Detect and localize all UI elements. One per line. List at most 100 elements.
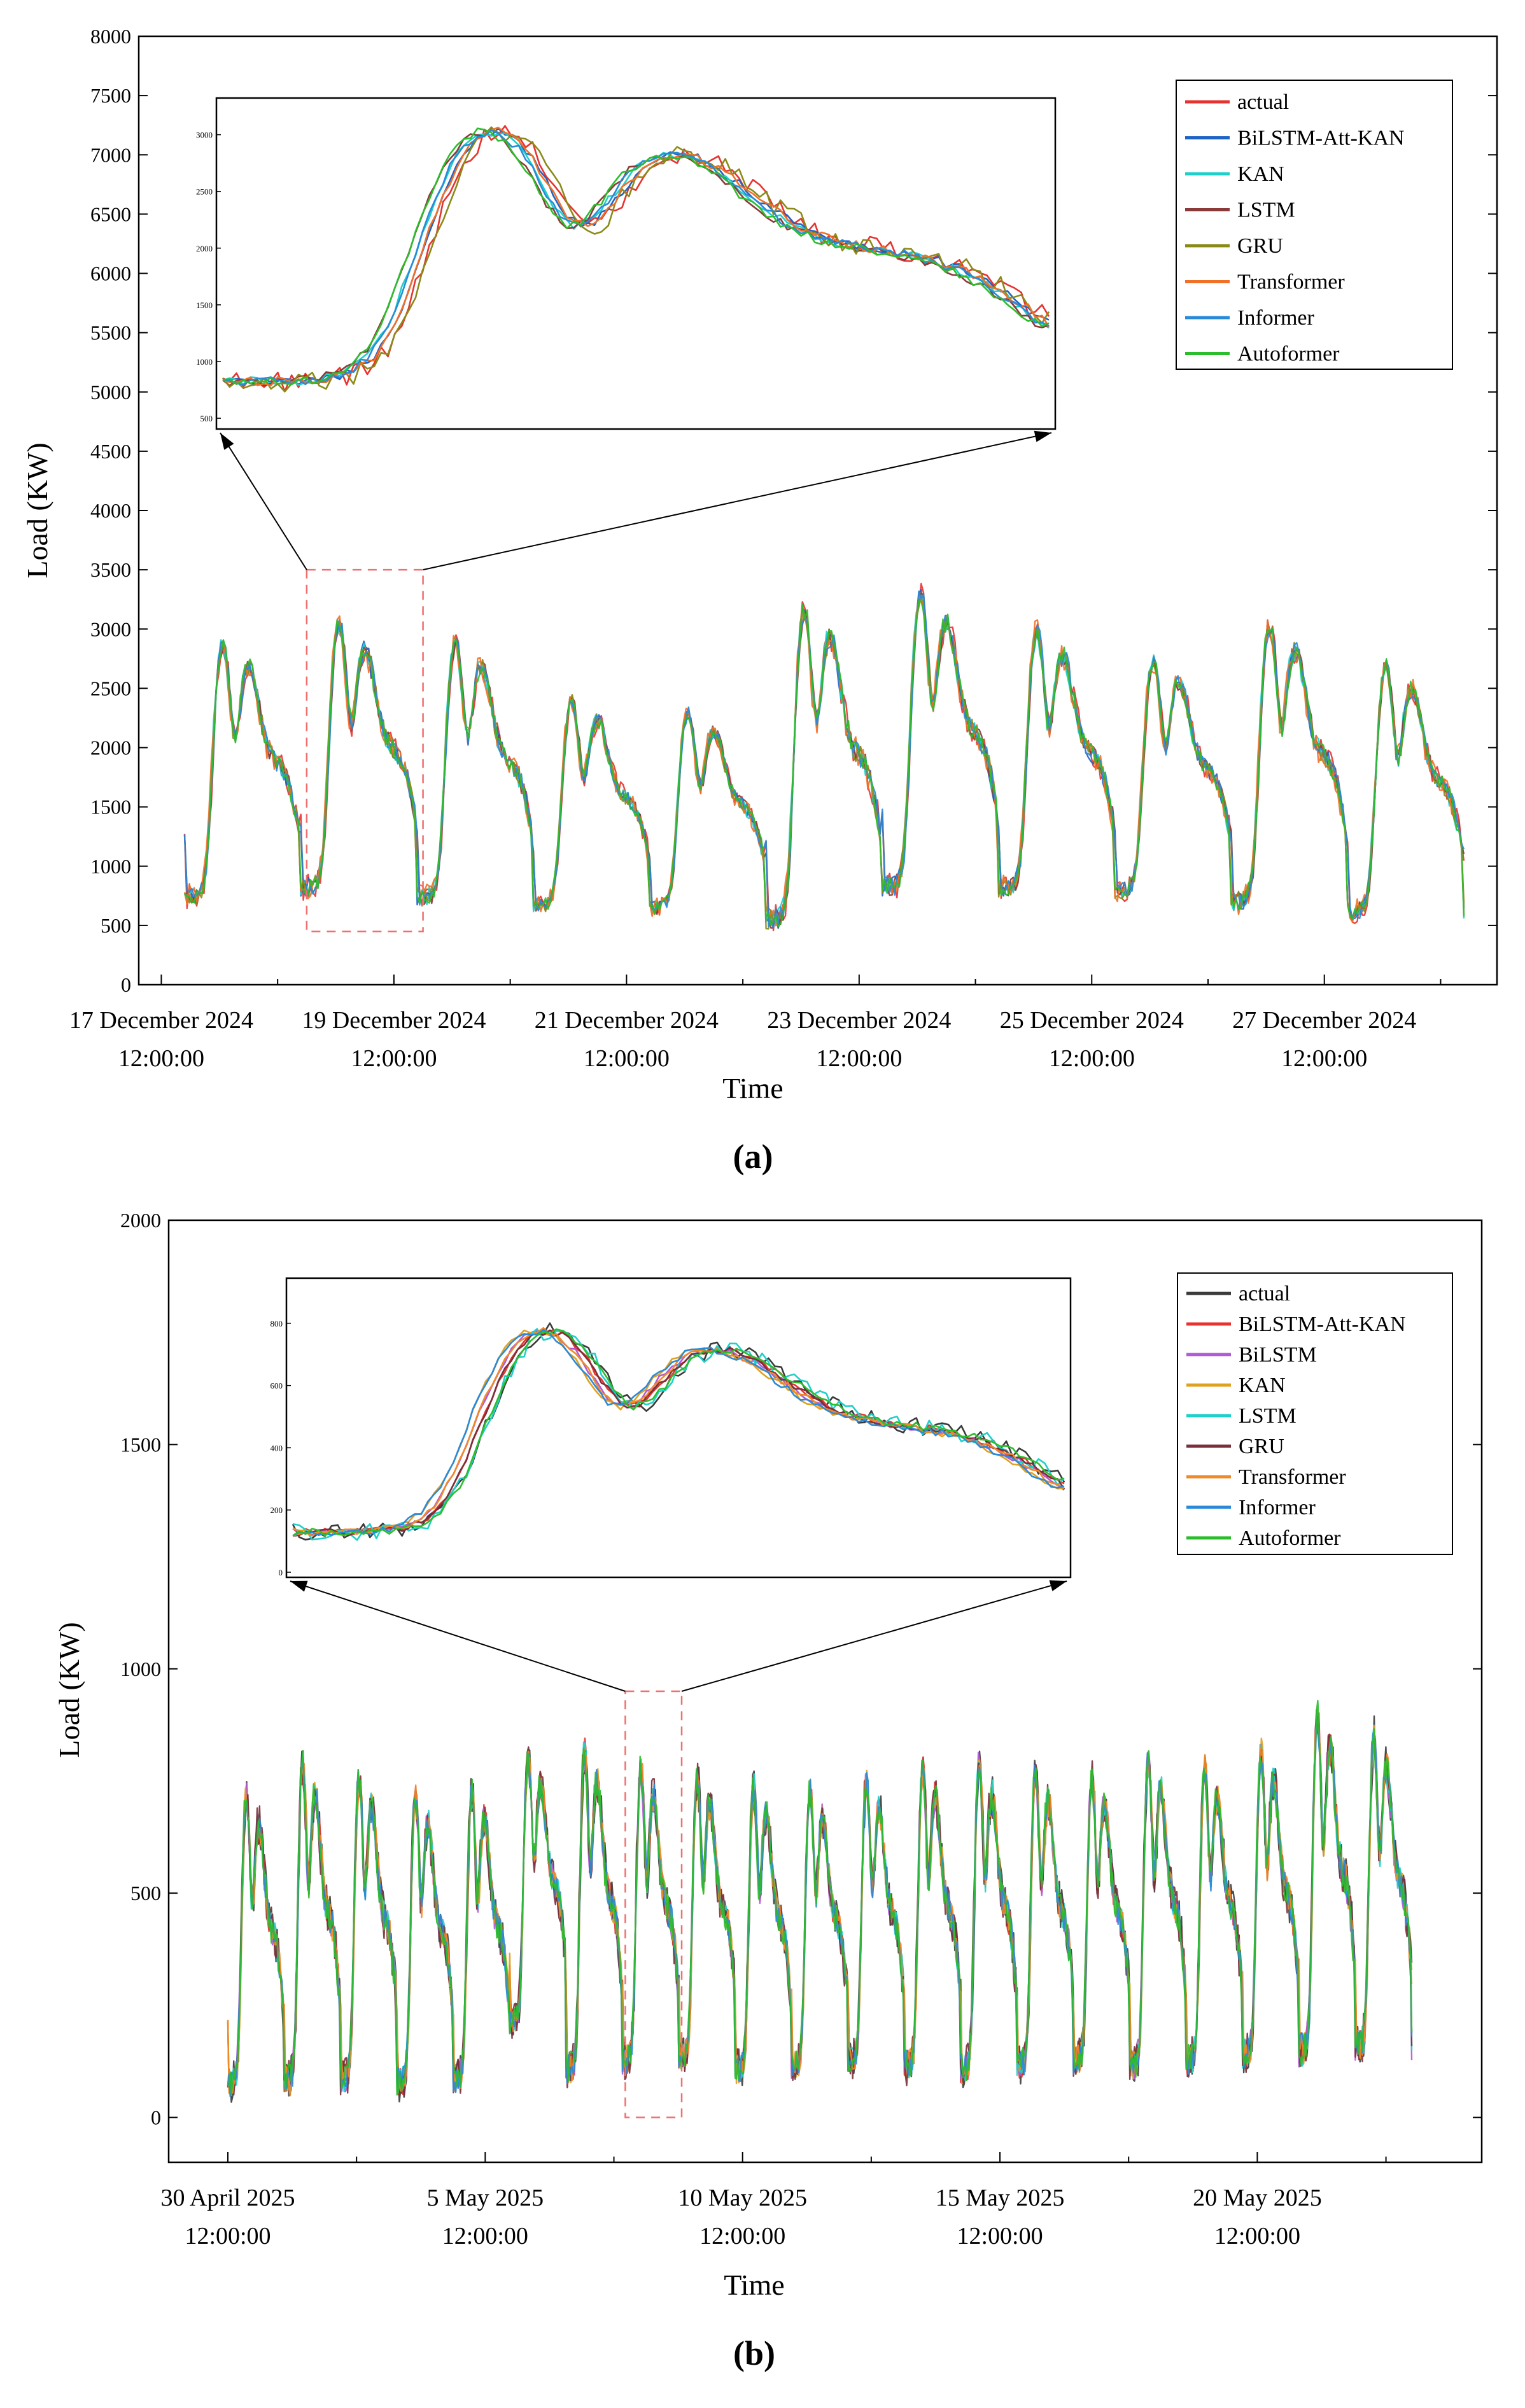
series-group-a: [183, 582, 1465, 932]
x-tick-date: 17 December 2024: [69, 1007, 253, 1034]
legend-entry: actual: [1237, 90, 1289, 114]
y-axis-b: 0 500 1000 1500 2000: [120, 1209, 1482, 2129]
x-tick-date: 25 December 2024: [1000, 1007, 1184, 1034]
x-tick-date: 15 May 2025: [936, 2185, 1065, 2211]
inset-y-tick-label: 2500: [196, 187, 213, 197]
inset-y-tick-label: 400: [271, 1443, 283, 1453]
inset-b: 0 200 400 600 800: [271, 1319, 1065, 1577]
x-axis-label-b: Time: [724, 2269, 784, 2301]
x-tick-date: 20 May 2025: [1193, 2185, 1322, 2211]
y-tick-label: 8000: [90, 25, 131, 48]
inset-series-line: [221, 126, 1050, 393]
x-tick-time: 12:00:00: [118, 1045, 204, 1072]
y-tick-label: 0: [151, 2106, 161, 2129]
x-axis-b: 30 April 2025 12:00:00 5 May 2025 12:00:00 1…: [160, 2152, 1387, 2250]
zoom-box-b: [624, 1690, 683, 2118]
inset-y-tick-label: 2000: [196, 244, 213, 253]
x-tick-date: 21 December 2024: [535, 1007, 719, 1034]
y-tick-label: 1000: [120, 1658, 161, 1680]
x-tick-date: 10 May 2025: [678, 2185, 807, 2211]
y-tick-label: 1500: [90, 796, 131, 819]
y-tick-label: 6000: [90, 262, 131, 285]
legend-entry: BiLSTM-Att-KAN: [1239, 1313, 1406, 1336]
legend-entry: GRU: [1237, 234, 1283, 258]
inset-series-line: [292, 1328, 1065, 1537]
y-tick-label: 4500: [90, 440, 131, 463]
panel-label-b: (b): [733, 2334, 775, 2372]
legend-entry: KAN: [1239, 1374, 1286, 1397]
y-tick-label: 0: [121, 973, 131, 996]
legend-a: actual BiLSTM-Att-KAN KAN LSTM GRU Transforme…: [1185, 90, 1405, 366]
x-tick-date: 30 April 2025: [160, 2185, 295, 2211]
legend-entry: Autoformer: [1239, 1526, 1341, 1550]
y-axis-label-a: Load (KW): [21, 442, 53, 578]
inset-series-line: [222, 127, 1050, 386]
series-line: [184, 600, 1465, 928]
series-line: [227, 1700, 1413, 2096]
y-tick-label: 1000: [90, 855, 131, 878]
x-tick-time: 12:00:00: [442, 2223, 528, 2250]
zoom-box-a: [306, 568, 424, 933]
inset-y-tick-label: 1000: [196, 357, 213, 367]
y-tick-label: 500: [101, 914, 131, 937]
inset-series-line: [292, 1329, 1065, 1537]
zoom-arrow-head: [1034, 430, 1051, 442]
legend-entry: KAN: [1237, 162, 1284, 186]
y-tick-label: 1500: [120, 1433, 161, 1456]
x-tick-time: 12:00:00: [1281, 1045, 1367, 1072]
zoom-arrow-head: [290, 1581, 308, 1592]
x-tick-time: 12:00:00: [584, 1045, 670, 1072]
x-tick-time: 12:00:00: [185, 2223, 271, 2250]
x-tick-date: 19 December 2024: [302, 1007, 486, 1034]
zoom-connector-right-a: [423, 432, 1052, 571]
legend-entry: BiLSTM: [1239, 1343, 1317, 1367]
inset-y-tick-label: 1500: [196, 300, 213, 310]
x-tick-time: 12:00:00: [351, 1045, 437, 1072]
inset-y-tick-label: 0: [279, 1568, 283, 1577]
legend-entry: LSTM: [1239, 1404, 1297, 1428]
y-tick-label: 500: [130, 1882, 161, 1905]
y-tick-label: 6500: [90, 202, 131, 225]
legend-entry: Transformer: [1237, 271, 1345, 294]
legend-entry: GRU: [1239, 1435, 1284, 1458]
legend-box-a: [1176, 80, 1453, 370]
legend-entry: Informer: [1237, 306, 1315, 330]
x-tick-time: 12:00:00: [699, 2223, 785, 2250]
x-tick-time: 12:00:00: [1049, 1045, 1135, 1072]
plot-frame-b: [167, 1219, 1483, 2164]
legend-b: actual BiLSTM-Att-KAN BiLSTM KAN LSTM GRU Tran…: [1186, 1282, 1406, 1550]
inset-y-tick-label: 800: [271, 1319, 283, 1328]
legend-entry: actual: [1239, 1282, 1290, 1306]
x-tick-date: 27 December 2024: [1232, 1007, 1416, 1034]
inset-series-line: [222, 125, 1050, 393]
panel-a: 0 500 1000 1500 2000 2500 3000 3500 4000 4500 5000…: [21, 25, 1498, 1176]
y-tick-label: 4000: [90, 499, 131, 522]
inset-y-tick-label: 500: [200, 414, 213, 423]
series-line: [183, 582, 1465, 932]
legend-entry: LSTM: [1237, 199, 1295, 222]
y-tick-label: 3000: [90, 617, 131, 640]
y-tick-label: 7500: [90, 84, 131, 107]
y-tick-label: 5500: [90, 321, 131, 344]
x-tick-date: 23 December 2024: [767, 1007, 951, 1034]
legend-entry: Informer: [1239, 1496, 1316, 1519]
inset-series-line: [222, 127, 1050, 386]
y-tick-label: 2500: [90, 677, 131, 700]
x-tick-time: 12:00:00: [1214, 2223, 1300, 2250]
y-tick-label: 7000: [90, 143, 131, 166]
y-tick-label: 3500: [90, 558, 131, 581]
zoom-arrow-head: [1049, 1580, 1067, 1591]
x-axis-label-a: Time: [722, 1072, 783, 1104]
panel-label-a: (a): [733, 1137, 773, 1176]
y-tick-label: 2000: [90, 736, 131, 759]
y-tick-label: 5000: [90, 381, 131, 404]
legend-entry: BiLSTM-Att-KAN: [1237, 127, 1405, 150]
zoom-connector-left-b: [290, 1581, 626, 1692]
inset-y-tick-label: 600: [271, 1381, 283, 1391]
zoom-connector-left-a: [220, 432, 307, 570]
legend-entry: Transformer: [1239, 1465, 1346, 1489]
y-tick-label: 2000: [120, 1209, 161, 1232]
y-axis-a: 0 500 1000 1500 2000 2500 3000 3500 4000 4500 5000…: [90, 25, 1497, 996]
